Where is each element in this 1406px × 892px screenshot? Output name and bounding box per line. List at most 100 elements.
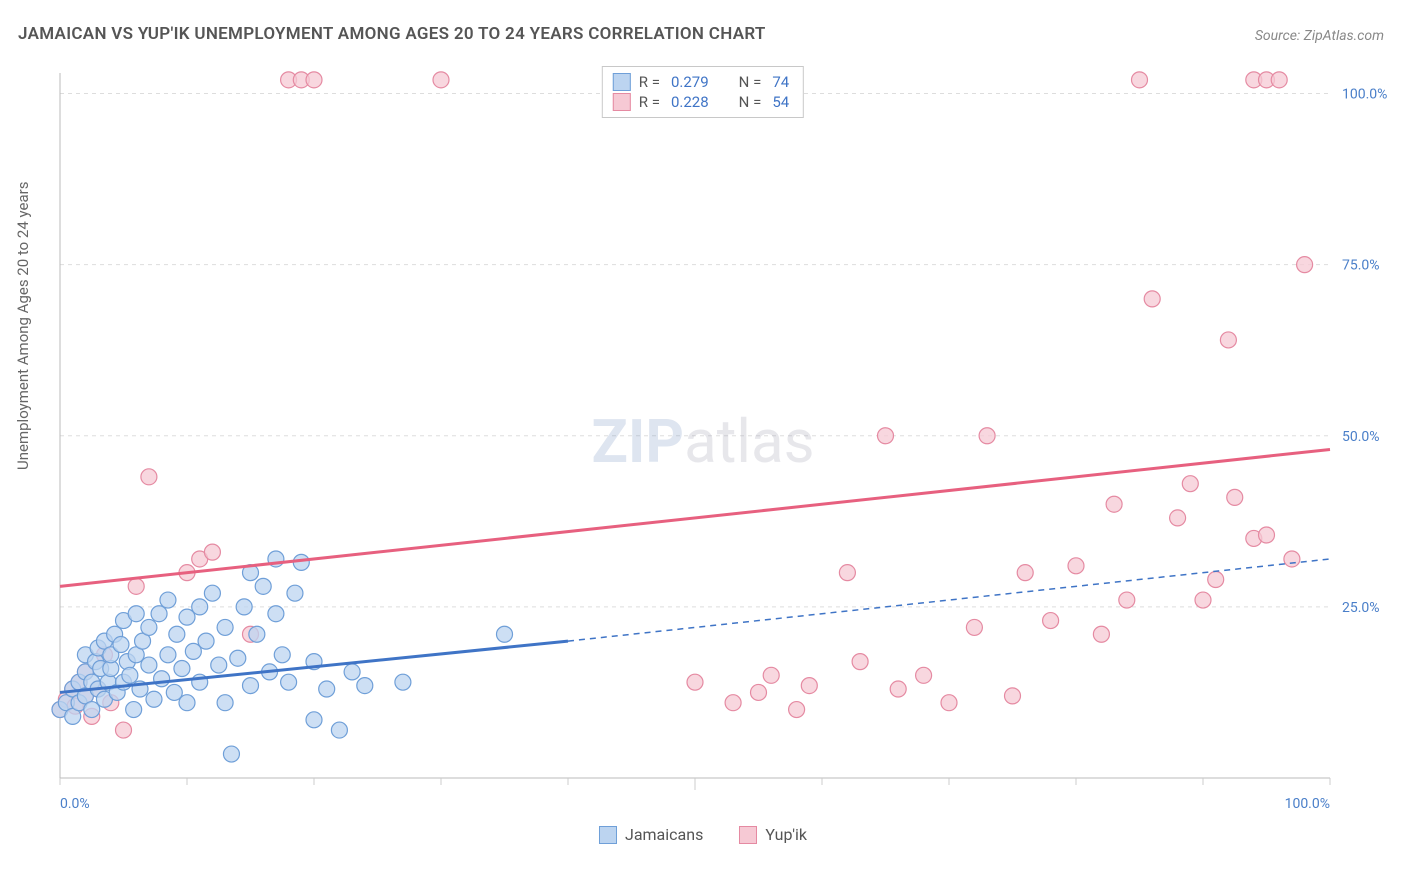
legend-r-value: 0.279 (671, 73, 709, 91)
yupik-point (966, 619, 982, 635)
yupik-point (1208, 572, 1224, 588)
jamaicans-point (169, 626, 185, 642)
scatter-svg: 25.0%50.0%75.0%100.0%0.0%100.0% (50, 63, 1390, 818)
yupik-point (1068, 558, 1084, 574)
yupik-point (979, 428, 995, 444)
correlation-legend: R =0.279N =74R =0.228N =54 (602, 66, 804, 118)
jamaicans-point (274, 647, 290, 663)
jamaicans-point (204, 585, 220, 601)
yupik-point (1297, 257, 1313, 273)
legend-r-prefix: R = (639, 73, 660, 91)
yupik-point (204, 544, 220, 560)
jamaicans-point (113, 637, 129, 653)
jamaicans-point (230, 650, 246, 666)
yupik-point (1043, 613, 1059, 629)
yupik-point (890, 681, 906, 697)
plot-area: 25.0%50.0%75.0%100.0%0.0%100.0% (50, 63, 1390, 818)
jamaicans-trendline-ext (568, 559, 1330, 641)
yupik-point (1106, 496, 1122, 512)
jamaicans-point (287, 585, 303, 601)
y-tick-label: 50.0% (1342, 429, 1380, 445)
yupik-point (941, 695, 957, 711)
x-tick-label-left: 0.0% (60, 796, 90, 812)
jamaicans-point (268, 606, 284, 622)
yupik-point (1284, 551, 1300, 567)
yupik-point (751, 684, 767, 700)
yupik-point (1132, 72, 1148, 88)
jamaicans-point (151, 606, 167, 622)
yupik-point (1227, 489, 1243, 505)
jamaicans-point (192, 599, 208, 615)
jamaicans-point (122, 667, 138, 683)
yupik-point (306, 72, 322, 88)
yupik-point (839, 565, 855, 581)
jamaicans-point (319, 681, 335, 697)
jamaicans-point (198, 633, 214, 649)
jamaicans-point (255, 578, 271, 594)
legend-swatch (613, 73, 631, 91)
jamaicans-point (179, 695, 195, 711)
jamaicans-point (357, 678, 373, 694)
jamaicans-point (243, 678, 259, 694)
jamaicans-point (160, 647, 176, 663)
yupik-point (128, 578, 144, 594)
y-axis-label: Unemployment Among Ages 20 to 24 years (14, 182, 32, 470)
yupik-point (1144, 291, 1160, 307)
jamaicans-point (211, 657, 227, 673)
legend-row-jamaicans: R =0.279N =74 (613, 73, 789, 91)
jamaicans-point (154, 671, 170, 687)
yupik-point (687, 674, 703, 690)
legend-r-prefix: R = (639, 93, 660, 111)
jamaicans-point (128, 606, 144, 622)
jamaicans-point (236, 599, 252, 615)
series-legend-label: Jamaicans (625, 825, 703, 844)
jamaicans-point (217, 619, 233, 635)
series-legend: Jamaicans Yup'ik (599, 825, 807, 844)
yupik-point (801, 678, 817, 694)
series-legend-jamaicans: Jamaicans (599, 825, 703, 844)
jamaicans-point (146, 691, 162, 707)
jamaicans-point (160, 592, 176, 608)
yupik-point (763, 667, 779, 683)
jamaicans-point (141, 619, 157, 635)
y-tick-label: 100.0% (1342, 87, 1387, 103)
yupik-point (1220, 332, 1236, 348)
yupik-point (116, 722, 132, 738)
yupik-point (1182, 476, 1198, 492)
y-tick-label: 75.0% (1342, 258, 1380, 274)
legend-row-yupik: R =0.228N =54 (613, 93, 789, 111)
yupik-point (725, 695, 741, 711)
source-label: Source: ZipAtlas.com (1255, 28, 1384, 44)
legend-r-value: 0.228 (671, 93, 709, 111)
jamaicans-point (331, 722, 347, 738)
yupik-point (789, 702, 805, 718)
chart-title: JAMAICAN VS YUP'IK UNEMPLOYMENT AMONG AG… (18, 24, 766, 44)
series-legend-yupik: Yup'ik (739, 825, 807, 844)
yupik-point (916, 667, 932, 683)
jamaicans-point (174, 660, 190, 676)
yupik-point (878, 428, 894, 444)
yupik-point (1259, 527, 1275, 543)
yupik-point (1271, 72, 1287, 88)
yupik-point (1005, 688, 1021, 704)
series-legend-label: Yup'ik (765, 825, 807, 844)
legend-n-prefix: N = (739, 73, 762, 91)
jamaicans-point (249, 626, 265, 642)
yupik-point (1195, 592, 1211, 608)
jamaicans-point (223, 746, 239, 762)
yupik-trendline (60, 449, 1330, 586)
legend-swatch (613, 93, 631, 111)
yupik-point (1170, 510, 1186, 526)
legend-n-prefix: N = (739, 93, 762, 111)
y-tick-label: 25.0% (1342, 600, 1380, 616)
yupik-point (1119, 592, 1135, 608)
jamaicans-point (141, 657, 157, 673)
jamaicans-point (126, 702, 142, 718)
jamaicans-point (306, 712, 322, 728)
yupik-point (433, 72, 449, 88)
yupik-point (1093, 626, 1109, 642)
legend-swatch (739, 826, 757, 844)
yupik-point (852, 654, 868, 670)
jamaicans-point (217, 695, 233, 711)
jamaicans-point (281, 674, 297, 690)
